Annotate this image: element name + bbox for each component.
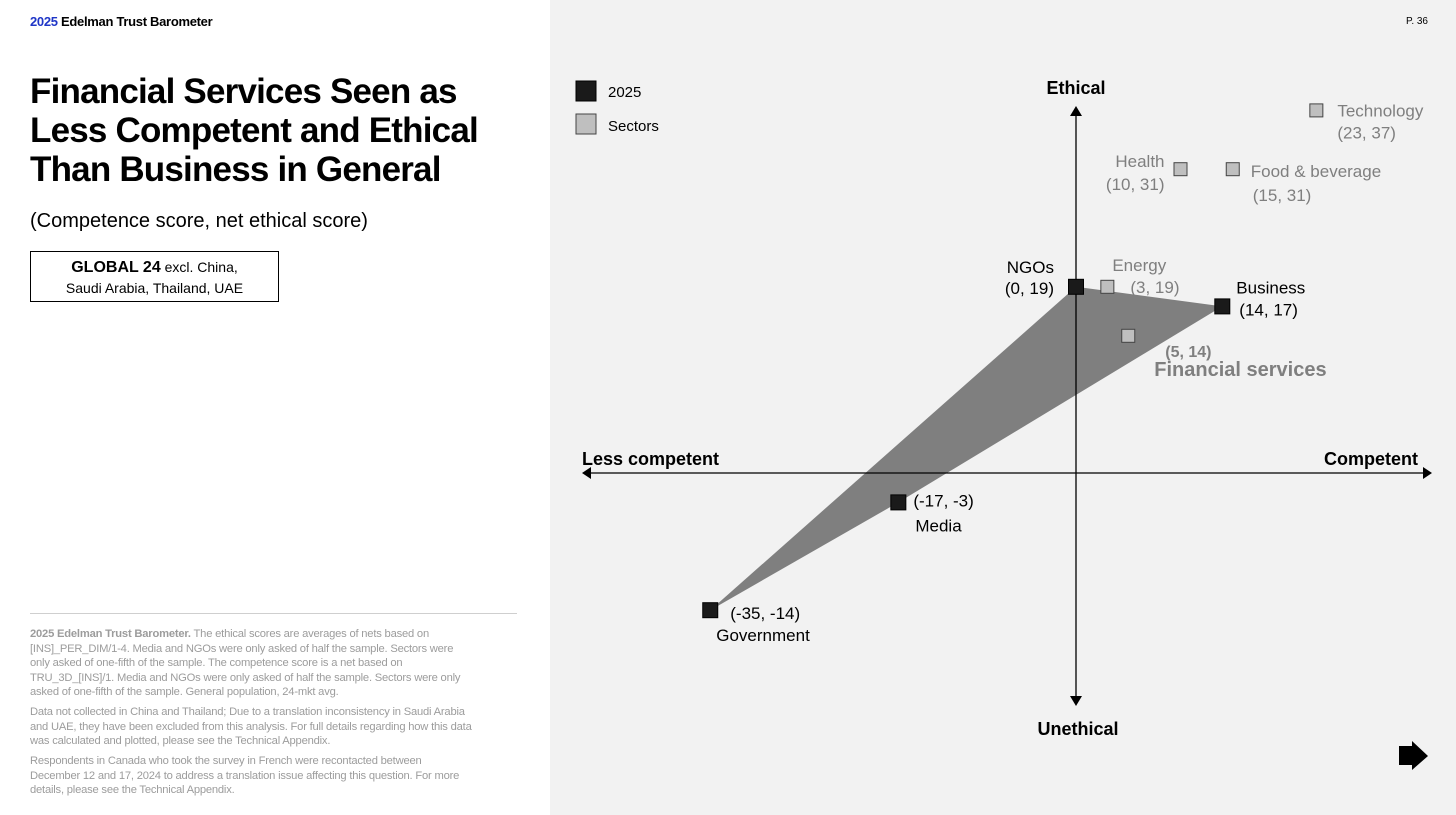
- axis-label-ethical: Ethical: [1046, 78, 1105, 98]
- footnote-2-line: and UAE, they have been excluded from th…: [30, 720, 472, 733]
- footnote-1-line: TRU_3D_[INS]/1. Media and NGOs were only…: [30, 671, 461, 684]
- point-coord-energy: (3, 19): [1130, 278, 1179, 297]
- x-axis-arrow-left: [582, 467, 591, 479]
- legend-label-2025: 2025: [608, 84, 641, 101]
- point-label-food-beverage: Food & beverage: [1251, 162, 1381, 181]
- footnote-1-line: only asked of one-fifth of the sample. T…: [30, 657, 403, 670]
- footnote-2: Data not collected in China and Thailand…: [30, 705, 500, 749]
- point-technology: [1309, 103, 1324, 118]
- point-label-technology: Technology: [1337, 101, 1424, 120]
- footnote-3-line: Respondents in Canada who took the surve…: [30, 755, 422, 767]
- footnote-1-line: asked of one-fifth of the sample. Genera…: [30, 686, 339, 699]
- sample-box-line1: excl. China,: [160, 259, 238, 275]
- sample-box-line2: Saudi Arabia, Thailand, UAE: [65, 280, 244, 296]
- footnote-1-bold: 2025 Edelman Trust Barometer.: [30, 628, 191, 640]
- legend-swatch-sectors: [575, 113, 597, 135]
- footnote-1-line: [INS]_PER_DIM/1-4. Media and NGOs were o…: [30, 642, 454, 655]
- y-axis-arrow-top: [1070, 106, 1082, 116]
- page-number: P. 36: [1405, 16, 1428, 27]
- point-coord-financial-services: (5, 14): [1165, 344, 1211, 361]
- point-coord-media: (-17, -3): [913, 491, 973, 510]
- legend: 2025 Sectors: [575, 80, 659, 135]
- point-label-health: Health: [1115, 152, 1164, 171]
- brand-name: Edelman Trust Barometer: [61, 14, 213, 29]
- brand-year: 2025: [30, 14, 58, 29]
- page-title: Financial Services Seen as Less Competen…: [30, 72, 479, 189]
- page-subtitle: (Competence score, net ethical score): [30, 210, 368, 232]
- axis-label-competent: Competent: [1324, 449, 1418, 469]
- point-coord-government: (-35, -14): [730, 604, 800, 623]
- footnote-divider: [30, 613, 517, 614]
- quadrant-chart: Ethical Unethical Less competent Compete…: [575, 78, 1432, 770]
- point-coord-health: (10, 31): [1106, 175, 1165, 194]
- point-business: [1214, 298, 1231, 315]
- point-ngos: [1068, 278, 1084, 295]
- y-axis-arrow-bottom: [1070, 696, 1082, 706]
- point-energy: [1100, 279, 1115, 294]
- footnote-2-line: Data not collected in China and Thailand…: [30, 706, 465, 718]
- point-health: [1173, 162, 1188, 177]
- footnote-3-line: details, please see the Technical Append…: [30, 784, 235, 797]
- x-axis-arrow-right: [1423, 467, 1432, 479]
- data-points: NGOs (0, 19) Business (14, 17) Media (-17, -3…: [702, 101, 1424, 645]
- footnote-3: Respondents in Canada who took the surve…: [30, 754, 500, 798]
- brand-logo: 2025 Edelman Trust Barometer: [30, 14, 213, 29]
- point-coord-food-beverage: (15, 31): [1253, 186, 1312, 205]
- point-government: [702, 602, 719, 619]
- footnote-1-line: The ethical scores are averages of nets …: [190, 628, 430, 640]
- shaded-region: [710, 286, 1223, 611]
- sample-box-bold: GLOBAL 24: [71, 259, 161, 276]
- footnote-3-line: December 12 and 17, 2024 to address a tr…: [30, 769, 460, 782]
- point-financial-services: [1121, 328, 1136, 343]
- point-coord-business: (14, 17): [1239, 300, 1298, 319]
- legend-label-sectors: Sectors: [608, 118, 659, 135]
- point-label-ngos: NGOs: [1007, 258, 1054, 277]
- footnote-1: 2025 Edelman Trust Barometer. The ethica…: [30, 627, 500, 700]
- point-label-government: Government: [716, 626, 810, 645]
- axis-label-less-competent: Less competent: [582, 449, 719, 469]
- legend-swatch-2025: [575, 80, 597, 102]
- point-label-energy: Energy: [1112, 256, 1166, 275]
- footnote-2-line: was calculated and plotted, please see t…: [30, 735, 331, 748]
- point-label-financial-services: Financial services: [1154, 359, 1326, 381]
- point-label-media: Media: [915, 516, 962, 535]
- point-coord-ngos: (0, 19): [1005, 279, 1054, 298]
- axis-label-unethical: Unethical: [1037, 719, 1118, 739]
- point-label-business: Business: [1236, 278, 1305, 297]
- point-food-beverage: [1225, 162, 1240, 177]
- point-media: [890, 494, 907, 511]
- sample-box: GLOBAL 24 excl. China, Saudi Arabia, Tha…: [30, 251, 279, 302]
- left-panel: 2025 Edelman Trust Barometer Financial S…: [0, 0, 550, 815]
- point-coord-technology: (23, 37): [1337, 123, 1396, 142]
- arrow-next-icon[interactable]: [1399, 741, 1428, 770]
